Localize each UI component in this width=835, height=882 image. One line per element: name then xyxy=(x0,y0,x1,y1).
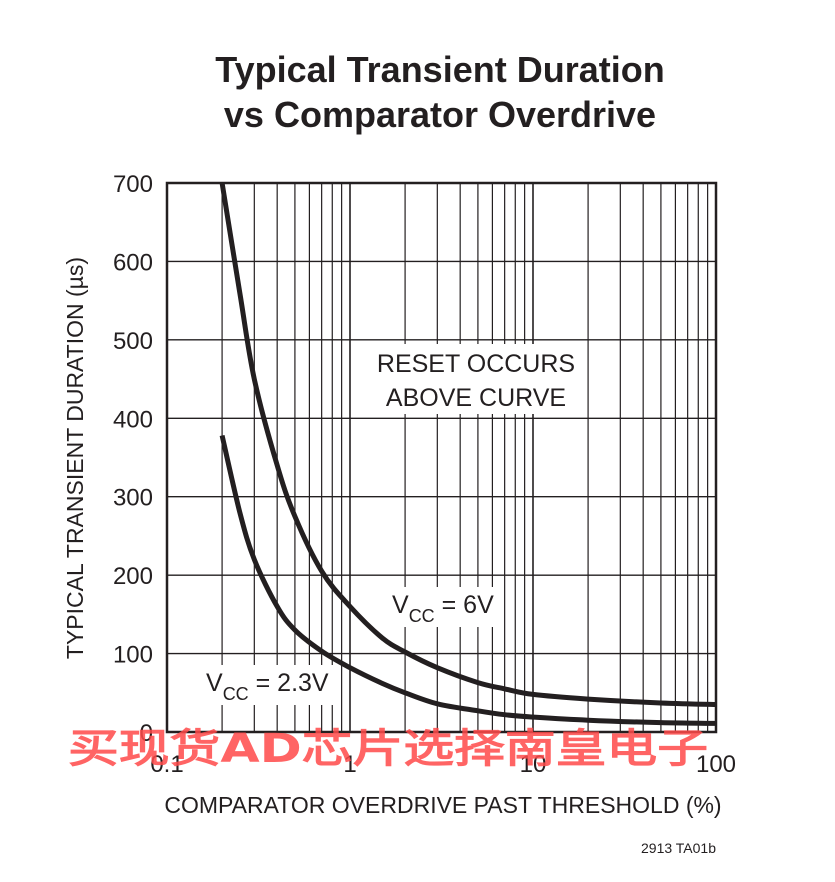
annotation-reset: RESET OCCURS ABOVE CURVE xyxy=(377,344,575,414)
grid xyxy=(167,183,716,732)
x-tick-label: 100 xyxy=(696,751,736,778)
x-tick-labels: 0.1 1 10 100 xyxy=(150,751,736,778)
series-label-vcc-2-3v: VCC = 2.3V xyxy=(200,665,338,705)
annotation-line-2: ABOVE CURVE xyxy=(386,384,566,412)
y-tick-label: 600 xyxy=(113,249,153,276)
plot-frame xyxy=(165,181,718,734)
figure-id: 2913 TA01b xyxy=(641,840,716,856)
y-tick-label: 400 xyxy=(113,406,153,433)
svg-text:VCC = 6V: VCC = 6V xyxy=(392,591,494,626)
y-tick-label: 200 xyxy=(113,563,153,590)
chart-title-line-2: vs Comparator Overdrive xyxy=(224,94,656,135)
y-tick-label: 100 xyxy=(113,642,153,669)
series-label-6v-sub: CC xyxy=(409,606,435,626)
watermark: 买现货AD芯片选择南皇电子 xyxy=(68,726,708,772)
svg-text:VCC = 2.3V: VCC = 2.3V xyxy=(206,669,329,704)
annotation-line-1: RESET OCCURS xyxy=(377,350,575,378)
curves xyxy=(219,182,717,726)
y-axis-label: TYPICAL TRANSIENT DURATION (µs) xyxy=(62,257,88,659)
chart-title-line-1: Typical Transient Duration xyxy=(215,49,664,90)
y-tick-label: 300 xyxy=(113,485,153,512)
x-axis-label: COMPARATOR OVERDRIVE PAST THRESHOLD (%) xyxy=(164,792,721,818)
series-label-2-3v-rest: = 2.3V xyxy=(249,669,329,697)
series-line-1 xyxy=(219,434,717,726)
series-label-6v-main: V xyxy=(392,591,409,619)
series-label-2-3v-sub: CC xyxy=(223,684,249,704)
x-tick-label: 10 xyxy=(520,751,547,778)
y-tick-label: 700 xyxy=(113,171,153,198)
series-line-0 xyxy=(219,182,717,707)
y-tick-label: 0 xyxy=(140,720,153,747)
x-tick-label: 1 xyxy=(343,751,356,778)
y-tick-label: 500 xyxy=(113,328,153,355)
series-label-2-3v-main: V xyxy=(206,669,223,697)
series-label-6v-rest: = 6V xyxy=(435,591,494,619)
y-tick-labels: 0 100 200 300 400 500 600 700 xyxy=(113,171,153,747)
x-tick-label: 0.1 xyxy=(150,751,183,778)
series-label-vcc-6v: VCC = 6V xyxy=(386,587,502,627)
